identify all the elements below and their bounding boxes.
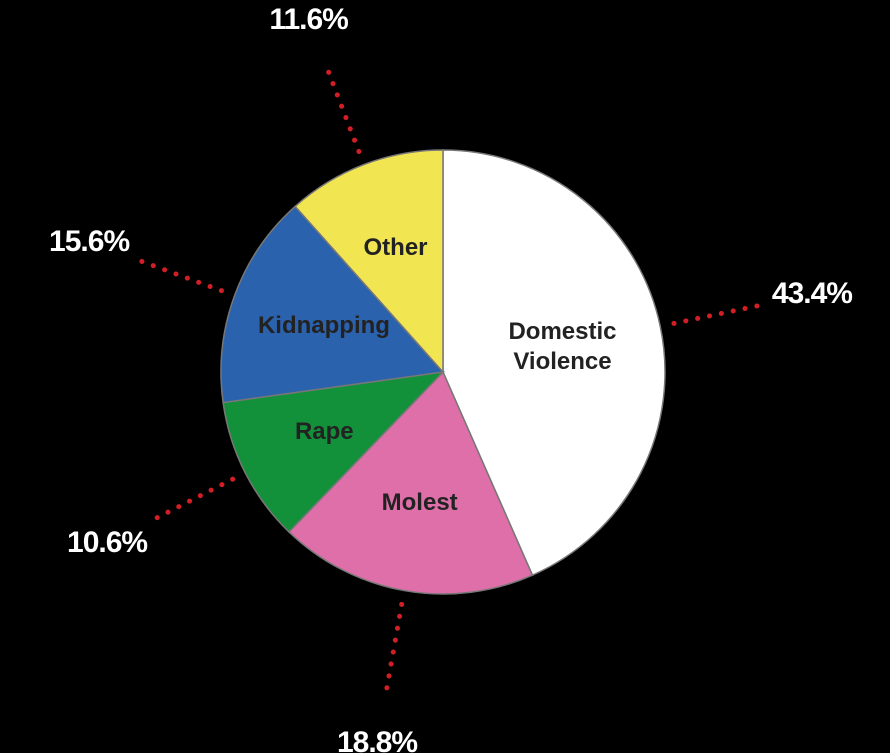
leader-line [671, 302, 766, 326]
value-label: 18.8% [336, 726, 418, 753]
pie-slice [222, 370, 446, 533]
value-label: 10.6% [67, 526, 148, 560]
slice-label: Other [363, 233, 428, 261]
slice-label: Domestic Violence [508, 317, 617, 375]
value-label: 15.6% [49, 225, 130, 259]
pie-slice [442, 149, 666, 577]
pie-slice [287, 370, 534, 595]
value-label: 11.6% [269, 2, 348, 36]
leader-line [323, 63, 362, 154]
slice-label: Molest [381, 489, 458, 517]
leader-line [149, 476, 236, 523]
pie-slice [220, 205, 445, 404]
slice-label: Rape [294, 418, 354, 446]
value-label: 43.4% [771, 277, 853, 311]
leader-line [133, 256, 224, 294]
leader-line [383, 601, 405, 697]
pie-slice [294, 149, 444, 374]
slice-label: Kidnapping [257, 312, 390, 340]
